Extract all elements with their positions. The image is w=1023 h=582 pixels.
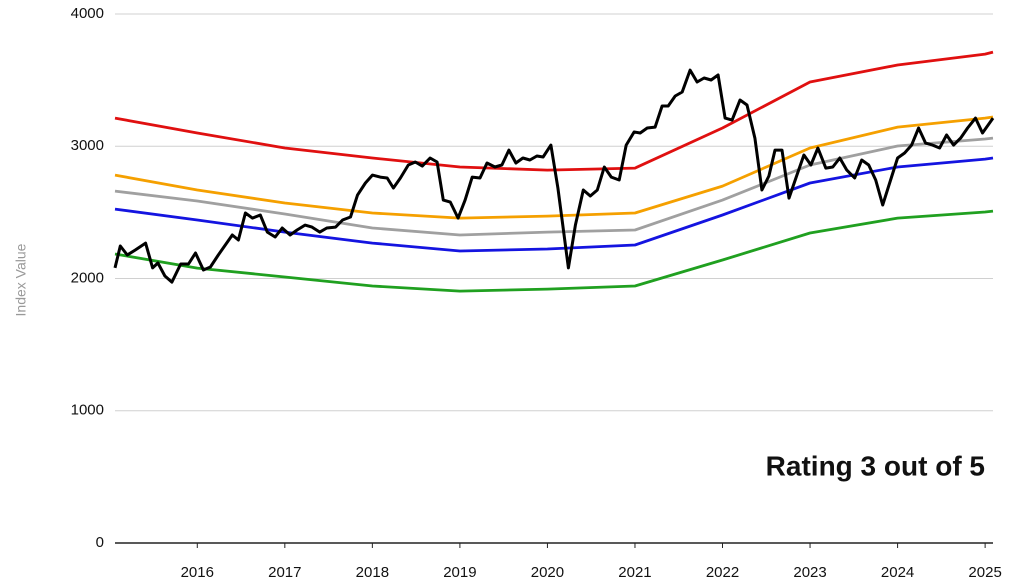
x-tick-label: 2019 — [443, 564, 476, 581]
x-tick-label: 2024 — [881, 564, 914, 581]
series-line — [113, 68, 995, 284]
x-tick-label: 2017 — [268, 564, 301, 581]
x-tick-label: 2025 — [968, 564, 1001, 581]
series-line — [114, 156, 994, 253]
x-tick-label: 2021 — [618, 564, 651, 581]
x-tick-label: 2023 — [793, 564, 826, 581]
x-tick-label: 2022 — [706, 564, 739, 581]
grid — [115, 13, 993, 548]
y-tick-label: 0 — [96, 534, 104, 551]
y-axis-title: Index Value — [13, 243, 29, 316]
y-tick-label: 3000 — [71, 137, 104, 154]
annotation: Rating 3 out of 5 — [766, 450, 985, 481]
x-tick-label: 2016 — [181, 564, 214, 581]
series-line — [114, 50, 994, 172]
x-tick-label: 2018 — [356, 564, 389, 581]
lines — [113, 50, 995, 293]
series-line — [114, 115, 994, 220]
y-tick-label: 1000 — [71, 402, 104, 419]
x-tick-label: 2020 — [531, 564, 564, 581]
y-tick-label: 2000 — [71, 269, 104, 286]
series-line — [114, 209, 994, 293]
series-line — [114, 136, 994, 237]
y-tick-label: 4000 — [71, 5, 104, 22]
